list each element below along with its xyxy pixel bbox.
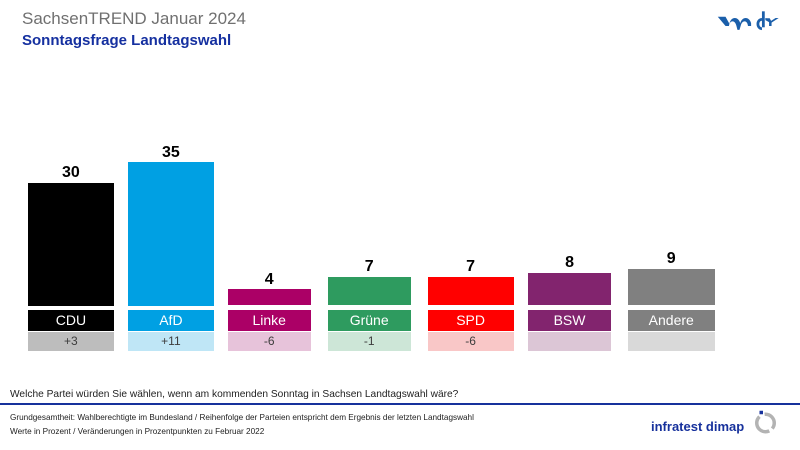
svg-text:infratest dimap: infratest dimap <box>651 419 744 434</box>
